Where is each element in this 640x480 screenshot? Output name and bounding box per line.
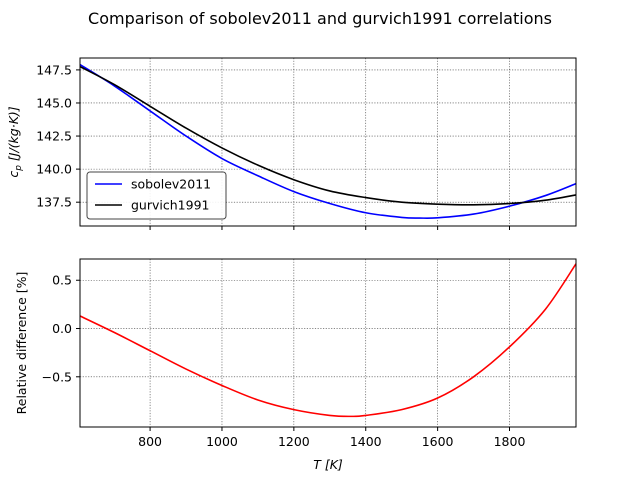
top-y-tick-label: 147.5 (36, 62, 72, 77)
bottom-ticks: 800 1000 1200 1400 1600 1800 −0.5 0.0 0.5 (42, 273, 526, 449)
bottom-y-tick-label: −0.5 (42, 369, 72, 384)
legend-label-sobolev2011: sobolev2011 (131, 177, 211, 192)
x-tick-label: 800 (138, 434, 162, 449)
series-line-relative-difference (79, 263, 577, 418)
x-tick-label: 1000 (206, 434, 238, 449)
series-line-gurvich1991 (79, 65, 577, 206)
x-axis-label: T [K] (313, 457, 343, 472)
x-tick-label: 1400 (350, 434, 382, 449)
top-y-axis-label: cp [J/(kg·K)] (6, 106, 24, 177)
bottom-series-lines (79, 263, 577, 418)
legend-label-gurvich1991: gurvich1991 (131, 198, 209, 213)
top-y-tick-label: 142.5 (36, 129, 72, 144)
bottom-axes-frame (79, 258, 577, 428)
top-y-tick-label: 137.5 (36, 195, 72, 210)
series-line-sobolev2011 (79, 63, 577, 220)
top-axes-frame (79, 57, 577, 227)
top-grid (80, 58, 576, 226)
top-ticks: 137.5 140.0 142.5 145.0 147.5 (36, 62, 511, 230)
top-series-lines (79, 63, 577, 220)
bottom-y-tick-label: 0.0 (52, 321, 72, 336)
legend: sobolev2011 gurvich1991 (86, 171, 227, 220)
relative-difference-panel: 800 1000 1200 1400 1600 1800 −0.5 0.0 0.5 Relati… (14, 258, 577, 472)
x-tick-label: 1200 (278, 434, 310, 449)
x-tick-label: 1600 (422, 434, 454, 449)
top-y-tick-label: 145.0 (36, 95, 72, 110)
bottom-grid (80, 259, 576, 427)
figure-title: Comparison of sobolev2011 and gurvich199… (88, 9, 552, 28)
bottom-y-axis-label: Relative difference [%] (14, 272, 29, 415)
bottom-y-tick-label: 0.5 (52, 273, 72, 288)
top-y-tick-label: 140.0 (36, 162, 72, 177)
x-tick-label: 1800 (494, 434, 526, 449)
